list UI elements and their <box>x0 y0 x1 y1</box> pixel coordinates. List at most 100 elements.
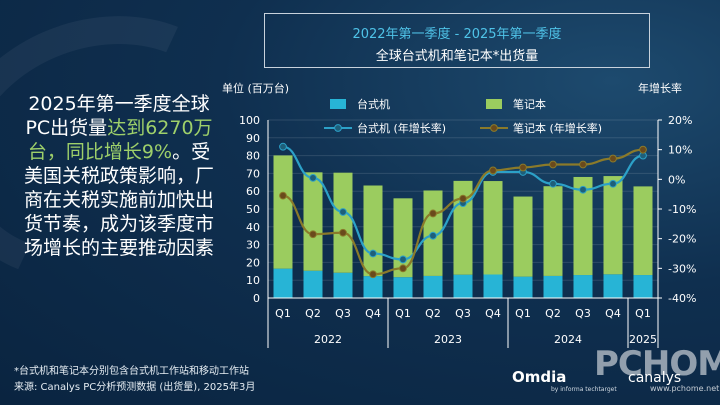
x-tick-label: Q3 <box>455 307 471 320</box>
x-tick-label: Q4 <box>605 307 621 320</box>
legend-swatch <box>330 99 346 109</box>
y2-tick-label: 20% <box>668 114 692 127</box>
headline-highlight: 达到6270万台，同比增长9% <box>27 117 213 163</box>
headline-text-2: 。受美国关税政策影响，厂商在关税实施前加快出货节奏，成为该季度市场增长的主要推动… <box>24 141 215 259</box>
omdia-logo-subtitle: by informa techtarget <box>551 386 617 393</box>
bar-desktop <box>453 274 473 298</box>
bar-desktop <box>603 274 623 298</box>
desktop-growth-point <box>579 185 587 194</box>
bar-desktop <box>393 277 413 298</box>
desktop-growth-point <box>549 179 557 188</box>
y-tick-label: 20 <box>246 256 260 269</box>
desktop-growth-point <box>279 142 287 151</box>
x-tick-label: Q2 <box>425 307 441 320</box>
pchome-watermark: PCHOME <box>594 344 720 384</box>
bar-notebook <box>303 172 323 271</box>
right-axis-label: 年增长率 <box>638 81 682 95</box>
y-tick-label: 100 <box>239 114 260 127</box>
y-tick-label: 80 <box>246 150 260 163</box>
y-tick-label: 10 <box>246 274 260 287</box>
axis-layer: 0 10 20 30 40 50 60 70 80 90 100 -40% -30% -20% -10% 0%… <box>239 114 696 348</box>
notebook-growth-point <box>579 160 587 169</box>
bar-desktop <box>273 268 293 298</box>
chart-title: 全球台式机和笔记本*出货量 <box>375 49 539 64</box>
bar-notebook <box>363 185 383 277</box>
bar-notebook <box>573 176 593 276</box>
legend-marker <box>490 124 498 132</box>
bar-desktop <box>573 275 593 298</box>
y-tick-label: 40 <box>246 221 260 234</box>
legend-label: 笔记本 (年增长率) <box>513 121 602 135</box>
x-tick-label: Q2 <box>545 307 561 320</box>
chart-title-period: 2022年第一季度 - 2025年第一季度 <box>352 27 562 42</box>
legend-label: 台式机 <box>357 97 390 111</box>
y-tick-label: 70 <box>246 167 260 180</box>
x-tick-label: Q1 <box>515 307 531 320</box>
x-tick-label: Q2 <box>305 307 321 320</box>
bar-desktop <box>303 270 323 298</box>
x-tick-label: Q3 <box>575 307 591 320</box>
footnote: *台式机和笔记本分别包含台式机工作站和移动工作站 <box>14 366 249 377</box>
y2-tick-label: -30% <box>668 262 696 275</box>
chart-title-box: 2022年第一季度 - 2025年第一季度 全球台式机和笔记本*出货量 <box>264 13 650 68</box>
notebook-growth-point <box>609 154 617 163</box>
bar-desktop <box>513 276 533 298</box>
y2-tick-label: 10% <box>668 144 692 157</box>
bar-notebook <box>333 172 353 273</box>
y2-tick-label: -40% <box>668 292 696 305</box>
year-label: 2022 <box>314 333 342 346</box>
y-tick-label: 30 <box>246 239 260 252</box>
bar-notebook <box>513 196 533 277</box>
bar-notebook <box>273 155 293 269</box>
notebook-growth-point <box>399 264 407 273</box>
x-tick-label: Q1 <box>395 307 411 320</box>
left-axis-label: 单位 (百万台) <box>222 81 289 95</box>
line-layer <box>279 142 647 279</box>
bar-desktop <box>543 275 563 298</box>
headline-text-1: 2025年第一季度全球PC出货量 <box>25 93 210 139</box>
year-label: 2025 <box>629 333 657 346</box>
bar-desktop <box>483 274 503 298</box>
notebook-growth-point <box>639 145 647 154</box>
headline-summary: 2025年第一季度全球PC出货量达到6270万台，同比增长9%。受美国关税政策影… <box>24 92 214 260</box>
y-tick-label: 0 <box>253 292 260 305</box>
x-tick-label: Q1 <box>275 307 291 320</box>
omdia-logo: Omdia <box>512 368 567 386</box>
source-note: 来源: Canalys PC分析预测数据 (出货量), 2025年3月 <box>14 382 256 393</box>
year-label: 2023 <box>434 333 462 346</box>
y-tick-label: 60 <box>246 185 260 198</box>
notebook-growth-point <box>309 230 317 239</box>
desktop-growth-point <box>369 249 377 258</box>
desktop-growth-point <box>429 231 437 240</box>
canalys-logo: canalys <box>628 370 682 386</box>
notebook-growth-point <box>429 209 437 218</box>
x-tick-label: Q1 <box>635 307 651 320</box>
bar-notebook <box>543 186 563 276</box>
bar-desktop <box>333 272 353 298</box>
x-tick-label: Q4 <box>485 307 501 320</box>
x-tick-label: Q4 <box>365 307 381 320</box>
y-tick-label: 90 <box>246 132 260 145</box>
legend-swatch <box>486 99 502 109</box>
notebook-growth-point <box>549 160 557 169</box>
x-tick-label: Q3 <box>335 307 351 320</box>
desktop-growth-point <box>399 255 407 264</box>
bar-desktop <box>633 275 653 298</box>
y2-tick-label: -10% <box>668 203 696 216</box>
y2-tick-label: -20% <box>668 233 696 246</box>
notebook-growth-point <box>489 166 497 175</box>
legend-marker <box>334 124 342 132</box>
desktop-growth-point <box>609 179 617 188</box>
desktop-growth-point <box>309 173 317 182</box>
bar-desktop <box>363 276 383 298</box>
notebook-growth-point <box>339 228 347 237</box>
pchome-watermark-url: www.pchome.net <box>650 384 720 393</box>
bar-notebook <box>483 181 503 275</box>
legend-label: 笔记本 <box>513 97 546 111</box>
legend-label: 台式机 (年增长率) <box>357 121 446 135</box>
bar-desktop <box>423 275 443 298</box>
notebook-growth-point <box>519 163 527 172</box>
desktop-growth-point <box>339 208 347 216</box>
